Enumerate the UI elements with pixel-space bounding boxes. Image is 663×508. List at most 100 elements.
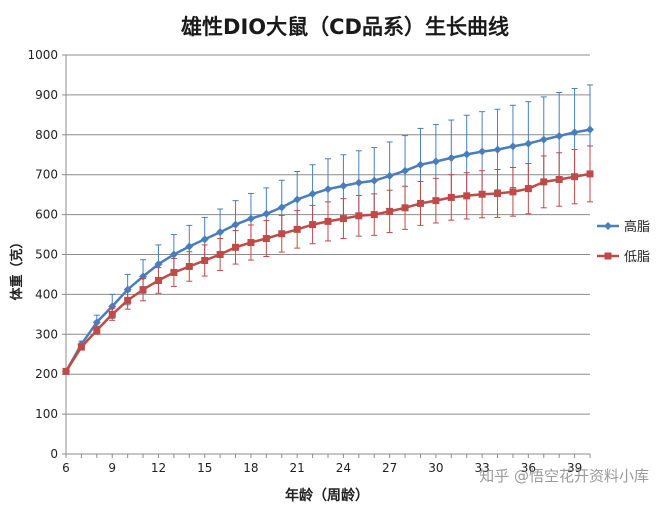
data-point <box>309 221 317 229</box>
series-layer <box>62 84 594 376</box>
x-tick-label: 12 <box>151 461 166 475</box>
y-tick-label: 700 <box>35 168 58 182</box>
x-tick-label: 39 <box>567 461 582 475</box>
data-point <box>539 135 548 144</box>
data-point <box>370 211 378 219</box>
data-point <box>494 189 502 197</box>
x-tick-label: 9 <box>108 461 116 475</box>
data-point <box>200 235 209 244</box>
data-point <box>92 318 101 327</box>
data-point <box>555 175 563 183</box>
legend-label: 高脂 <box>624 219 650 235</box>
data-point <box>339 181 348 190</box>
y-tick-label: 800 <box>35 128 58 142</box>
data-point <box>555 131 564 140</box>
y-tick-label: 200 <box>35 367 58 381</box>
data-point <box>570 128 579 137</box>
data-point <box>216 228 225 237</box>
data-point <box>262 209 271 218</box>
data-point <box>169 250 178 259</box>
y-tick-label: 600 <box>35 208 58 222</box>
data-point <box>462 150 471 159</box>
y-tick-label: 500 <box>35 248 58 262</box>
data-point <box>432 197 440 205</box>
y-tick-label: 1000 <box>27 48 58 62</box>
data-point <box>308 189 317 198</box>
data-point <box>586 170 594 178</box>
data-point <box>247 239 255 247</box>
x-tick-label: 24 <box>336 461 351 475</box>
x-tick-label: 33 <box>474 461 489 475</box>
data-point <box>231 220 240 229</box>
x-tick-label: 18 <box>243 461 258 475</box>
y-axis-label: 体重（克） <box>9 235 25 300</box>
data-point <box>262 235 270 243</box>
data-point <box>416 160 425 169</box>
data-point <box>509 188 517 196</box>
data-point <box>478 147 487 156</box>
data-point <box>463 192 471 200</box>
data-point <box>232 243 240 251</box>
data-point <box>354 178 363 187</box>
data-point <box>493 145 502 154</box>
data-point <box>201 256 209 264</box>
data-point <box>447 193 455 201</box>
y-tick-labels: 0 100 200 300 400 500 600 700 800 900 1000 <box>27 48 58 461</box>
data-point <box>571 173 579 181</box>
data-point <box>216 251 224 258</box>
data-point <box>386 207 394 215</box>
data-point <box>185 262 193 270</box>
data-point <box>278 230 286 238</box>
data-point <box>154 260 163 269</box>
data-point <box>324 217 332 225</box>
data-point <box>508 142 517 151</box>
x-axis-label: 年龄（周龄） <box>285 487 369 504</box>
data-point <box>401 204 409 212</box>
legend-marker <box>604 252 612 260</box>
series-2 <box>62 145 594 375</box>
data-point <box>339 215 347 223</box>
x-tick-label: 27 <box>382 461 397 475</box>
data-point <box>246 214 255 223</box>
x-tick-label: 6 <box>62 461 70 475</box>
data-point <box>478 190 486 198</box>
data-point <box>416 199 424 207</box>
data-point <box>93 326 101 334</box>
legend-label: 低脂 <box>624 250 650 265</box>
legend-item: 低脂 <box>597 250 650 265</box>
x-tick-labels: 6 9 12 15 18 21 24 27 30 33 36 39 <box>62 461 582 475</box>
data-point <box>62 367 70 375</box>
data-point <box>154 276 162 284</box>
y-tick-label: 300 <box>35 327 58 341</box>
data-point <box>139 286 147 294</box>
y-tick-label: 900 <box>35 88 58 102</box>
data-point <box>293 195 302 204</box>
data-point <box>77 343 85 351</box>
y-tick-label: 100 <box>35 407 58 421</box>
data-point <box>324 185 332 194</box>
data-point <box>108 310 116 318</box>
data-point <box>293 225 301 233</box>
x-tick-label: 30 <box>428 461 443 475</box>
data-point <box>524 185 532 193</box>
data-point <box>524 139 533 148</box>
x-tick-label: 21 <box>290 461 305 475</box>
data-point <box>431 157 440 166</box>
y-tick-label: 400 <box>35 287 58 301</box>
data-point <box>355 212 363 220</box>
y-tick-label: 0 <box>50 447 58 461</box>
data-point <box>447 153 456 162</box>
data-point <box>540 178 548 186</box>
data-point <box>124 296 132 304</box>
data-point <box>170 268 178 276</box>
axes <box>62 54 591 458</box>
legend-marker <box>604 222 612 230</box>
x-tick-label: 15 <box>197 461 212 475</box>
data-point <box>185 242 194 251</box>
watermark-text: 知乎 @悟空花开资料小库 <box>479 467 649 485</box>
data-point <box>277 203 286 212</box>
data-point <box>370 176 379 185</box>
data-point <box>385 171 394 180</box>
